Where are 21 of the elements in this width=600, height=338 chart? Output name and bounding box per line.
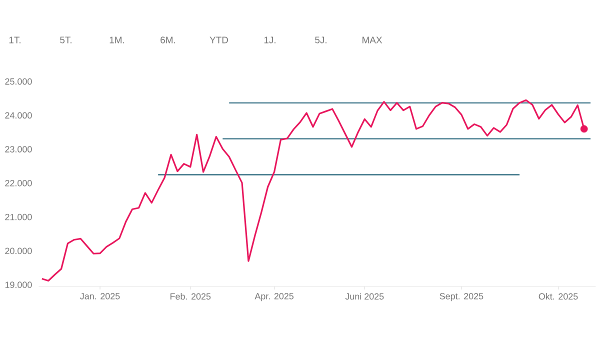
text: 5T. [60,36,72,44]
text: 5J. [315,36,326,44]
x-tick-label: Apr. 2025 [254,293,294,302]
y-tick-label: 24.000 [5,112,32,119]
text: MAX [362,36,382,44]
y-tick-label: 25.000 [5,78,32,85]
y-tick-label: 21.000 [5,214,32,220]
y-tick-label: 23.000 [5,146,32,152]
x-tick-label: Feb. 2025 [170,293,211,300]
x-tick-label: Sept. 2025 [440,293,484,302]
text: 6M. [160,36,176,44]
y-tick-label: 22.000 [5,180,32,186]
y-tick-label: 19.000 [5,282,32,288]
x-tick-label: Okt. 2025 [538,293,578,300]
x-tick-label: Juni 2025 [345,293,384,300]
text: 1M. [110,36,124,44]
x-tick-label: Jan. 2025 [80,293,120,300]
text: YTD [210,36,228,44]
text: 1T. [9,36,20,44]
y-tick-label: 20.000 [5,248,32,254]
text: 1J. [264,36,276,44]
